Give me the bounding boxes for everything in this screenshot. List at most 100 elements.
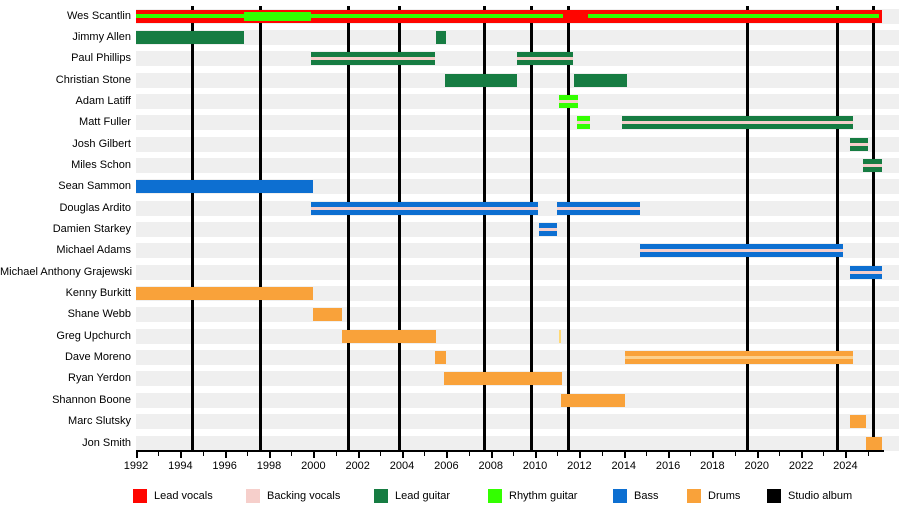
x-axis-tick-label: 2016 [655,460,681,472]
x-axis-minor-tick [512,452,514,456]
stripe-backing_vocals [849,270,882,274]
stripe-backing_vocals [559,100,579,104]
legend-item-drums: Drums [687,488,740,503]
x-axis-tick-label: 1996 [212,460,237,472]
x-axis-minor-tick [734,452,736,456]
member-label: Dave Moreno [64,351,131,364]
legend-label: Bass [634,489,659,502]
studio-album-line [482,6,486,450]
x-axis-major-tick [402,452,405,458]
x-axis-minor-tick [557,452,559,456]
row-band [136,72,899,88]
lead_guitar-swatch [374,488,388,503]
x-axis-baseline [136,450,884,452]
x-axis-tick-label: 2014 [611,460,636,472]
studio-album-line [191,6,195,450]
legend-label: Rhythm guitar [509,489,578,502]
bar-drums [313,308,343,322]
x-axis-tick-label: 2020 [744,460,769,472]
x-axis-major-tick [845,452,848,458]
stripe-backing_vocals [557,206,641,210]
x-axis-tick-label: 2010 [522,460,548,472]
x-axis-tick-label: 2002 [345,460,370,472]
studio-album-line [347,6,351,450]
row-band [136,158,899,174]
bar-drums [136,287,314,301]
x-axis-major-tick [446,452,449,458]
x-axis-minor-tick [158,452,160,456]
bar-bass [136,180,314,194]
x-axis-major-tick [623,452,626,458]
member-label: Shannon Boone [52,393,131,406]
x-axis-tick-label: 2024 [833,460,858,472]
x-axis-minor-tick [601,452,603,456]
x-axis-tick-label: 1994 [168,460,193,472]
x-axis-tick-label: 2018 [700,460,725,472]
x-axis-tick-label: 1992 [123,460,149,472]
x-axis-major-tick [313,452,316,458]
member-label: Wes Scantlin [67,9,131,22]
x-axis-major-tick [357,452,360,458]
legend-item-lead_vocals: Lead vocals [133,488,213,503]
studio-album-line [836,6,840,450]
x-axis-major-tick [180,452,183,458]
bar-lead_guitar [136,31,244,45]
legend-label: Drums [708,489,741,502]
x-axis-major-tick [136,452,138,458]
member-label: Michael Anthony Grajewski [0,265,133,278]
bar-drums [560,393,625,407]
stripe-backing_vocals [577,121,591,125]
x-axis-minor-tick [424,452,426,456]
member-label: Kenny Burkitt [65,287,131,300]
row-band [136,94,899,110]
bass-swatch [613,488,627,503]
stripe-backing_vocals [863,164,882,168]
legend-item-bass: Bass [613,488,658,503]
x-axis-minor-tick [468,452,470,456]
x-axis-tick-label: 2004 [389,460,415,472]
legend-item-rhythm_guitar: Rhythm guitar [488,488,577,503]
bar-lead_guitar [436,31,447,45]
bar-rhythm_guitar [588,14,879,19]
x-axis-tick-label: 2006 [434,460,459,472]
x-axis-minor-tick [778,452,780,456]
member-label: Douglas Ardito [59,201,131,214]
member-label: Miles Schon [71,159,131,172]
bar-drums [866,436,882,450]
legend-item-lead_guitar: Lead guitar [374,488,450,503]
bar-drums [435,351,447,365]
x-axis-major-tick [579,452,582,458]
bar-rhythm_guitar [243,11,312,21]
member-label: Damien Starkey [52,223,131,236]
row-band [136,264,899,280]
stripe-backing_vocals [621,121,854,125]
member-label: Adam Latiff [75,95,131,108]
x-axis-minor-tick [335,452,337,456]
row-band [136,286,899,302]
member-label: Josh Gilbert [72,137,131,150]
backing_vocals-swatch [246,488,260,503]
member-label: Christian Stone [55,73,131,86]
row-band [136,392,899,408]
bar-drums [342,329,437,343]
studio-album-line [530,6,534,450]
bar-lead_guitar [445,73,518,87]
x-axis-major-tick [712,452,715,458]
x-axis-major-tick [801,452,804,458]
x-axis-major-tick [756,452,759,458]
studio-album-line [398,6,402,450]
legend-label: Lead vocals [154,489,213,502]
bar-drums [849,415,867,429]
legend-label: Backing vocals [267,489,341,502]
drums-swatch [687,488,701,503]
member-label: Jon Smith [82,436,131,449]
row-band [136,414,899,430]
legend-label: Studio album [788,489,853,502]
studio_album-swatch [767,488,781,503]
x-axis-major-tick [535,452,538,458]
x-axis-tick-label: 1998 [256,460,282,472]
